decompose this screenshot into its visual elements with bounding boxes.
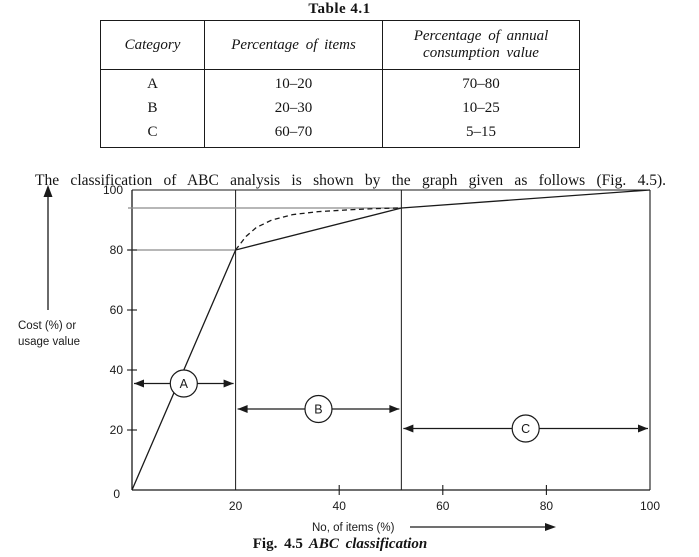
- x-tick-label: 100: [640, 499, 660, 513]
- header-percentage-consumption: Percentage of annual consumption value: [382, 20, 580, 70]
- cell-items: 20–30: [204, 95, 383, 122]
- arrowhead-right: [223, 379, 234, 388]
- cell-consumption: 5–15: [382, 121, 580, 148]
- header-percentage-items: Percentage of items: [204, 20, 383, 70]
- x-axis-label: No, of items (%): [312, 522, 395, 534]
- figure-caption: Fig. 4.5 ABC classification: [0, 536, 680, 553]
- table-title: Table 4.1: [308, 1, 371, 17]
- x-tick-label: 20: [229, 499, 243, 513]
- cell-consumption: 70–80: [382, 69, 580, 96]
- origin-label: 0: [113, 487, 120, 501]
- cell-category: B: [100, 95, 205, 122]
- x-tick-label: 80: [540, 499, 554, 513]
- cumulative-cost-line: [131, 189, 651, 491]
- class-circle-c: [511, 414, 540, 443]
- y-tick-label: 40: [110, 363, 124, 377]
- figure-number: Fig. 4.5: [252, 536, 303, 552]
- header-category: Category: [100, 20, 205, 70]
- class-circle-b: [304, 394, 333, 424]
- x-tick-label: 60: [436, 499, 450, 513]
- x-tick-label: 40: [333, 499, 347, 513]
- cell-items: 10–20: [204, 69, 383, 96]
- cell-items: 60–70: [204, 121, 383, 148]
- arrowhead-left: [403, 424, 414, 433]
- cell-category: C: [100, 121, 205, 148]
- arrowhead-left: [237, 405, 248, 413]
- cell-consumption: 10–25: [382, 95, 580, 122]
- table-section: Table 4.1 Category Percentage of items P…: [100, 1, 580, 148]
- y-tick-label: 60: [110, 303, 124, 317]
- abc-category-table: Category Percentage of items Percentage …: [100, 20, 580, 148]
- body-paragraph: The classification of ABC analysis is sh…: [35, 171, 666, 189]
- y-tick-label: 80: [110, 243, 124, 257]
- y-tick-label: 20: [110, 423, 124, 437]
- table-row: C 60–70 5–15: [100, 121, 580, 148]
- cell-category: A: [100, 69, 205, 96]
- table-row: A 10–20 70–80: [100, 69, 580, 96]
- figure-title: ABC classification: [308, 536, 428, 552]
- class-letter-c: C: [521, 422, 530, 436]
- abc-classification-chart: 20 40 60 80 100 20 40 60 80 100 0 A B C Cost (%) or usa…: [18, 183, 660, 534]
- class-letter-b: B: [314, 403, 322, 417]
- class-letter-a: A: [180, 377, 189, 391]
- arrowhead-left: [134, 379, 144, 388]
- arrowhead-right: [389, 405, 400, 413]
- y-label-arrowhead-up: [43, 185, 53, 197]
- y-axis-label-line1: Cost (%) or: [18, 320, 76, 332]
- table-row: B 20–30 10–25: [100, 95, 580, 122]
- y-axis-label-line2: usage value: [18, 336, 80, 348]
- table-header-row: Category Percentage of items Percentage …: [100, 20, 580, 70]
- class-circle-a: [169, 369, 198, 398]
- arrowhead-right: [638, 424, 648, 433]
- y-tick-label: 100: [103, 183, 123, 197]
- x-label-arrowhead-right: [545, 523, 556, 531]
- cumulative-cost-curve: [235, 207, 402, 251]
